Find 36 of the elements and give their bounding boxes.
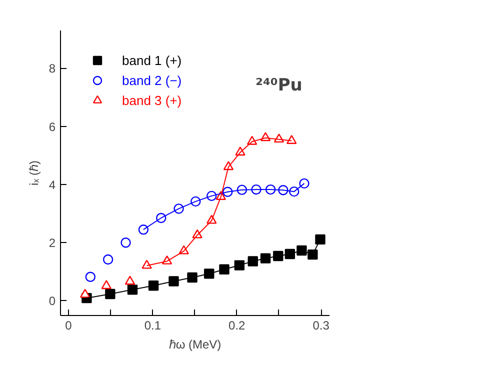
point [80, 288, 90, 298]
point [120, 238, 131, 248]
point [219, 264, 230, 274]
y-tick-label: 0 [48, 294, 56, 308]
y-tick-label: 2 [48, 236, 56, 250]
point [105, 288, 116, 300]
point [299, 178, 310, 189]
point [102, 254, 114, 265]
legend-label: band 2 (−) [122, 72, 182, 88]
point [315, 234, 326, 245]
point [138, 224, 149, 235]
point [260, 253, 271, 264]
point [248, 256, 258, 266]
point [124, 276, 136, 285]
annotation: ²⁴⁰Pu [256, 76, 302, 96]
x-tick-label: 0.1 [144, 318, 162, 332]
point [308, 249, 318, 260]
y-tick-label: 8 [48, 62, 56, 76]
legend-label: band 3 (+) [122, 92, 182, 108]
y-axis-title: iₓ (ℏ) [26, 160, 41, 186]
point [286, 134, 297, 144]
y-tick-label: 6 [48, 120, 56, 134]
legend-label: band 1 (+) [122, 52, 182, 68]
y-tick-label: 4 [48, 178, 56, 192]
point [296, 245, 307, 256]
point [168, 276, 179, 286]
point [187, 272, 198, 283]
x-tick-label: 0.2 [228, 318, 246, 332]
x-axis-title: ℏω (MeV) [168, 338, 222, 352]
point [127, 284, 138, 295]
point [234, 260, 245, 270]
x-tick-label: 0 [65, 318, 72, 332]
point [101, 280, 112, 290]
point [85, 272, 96, 282]
x-tick-label: 0.3 [312, 318, 330, 332]
point [204, 268, 214, 279]
